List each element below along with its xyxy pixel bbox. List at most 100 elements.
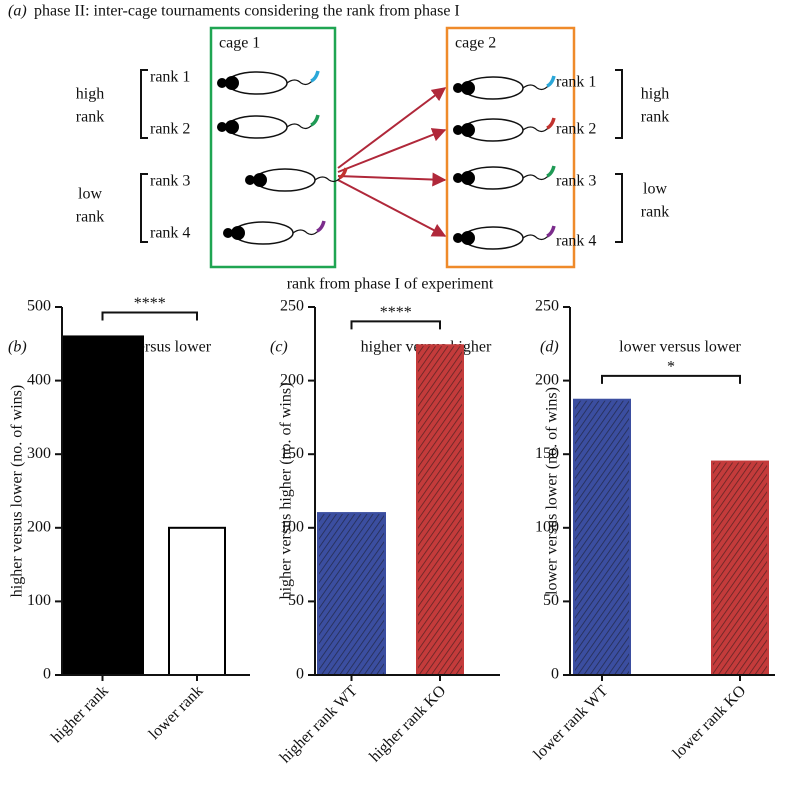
rank-label: rank 2	[150, 121, 190, 138]
mouse-tail	[286, 123, 314, 130]
y-tick-label: 100	[535, 518, 559, 535]
y-tick-label: 150	[535, 445, 559, 462]
panel-label: (a)	[8, 3, 27, 20]
mouse-tail-tip	[316, 220, 326, 233]
significance-bracket	[101, 311, 198, 321]
mouse-head	[223, 228, 233, 238]
significance-label: *	[667, 358, 675, 375]
mouse-tail	[286, 79, 314, 86]
cage-box	[209, 26, 337, 269]
y-tick-label: 250	[535, 298, 559, 315]
x-tick-label: higher rank	[48, 682, 112, 746]
mouse-head	[461, 171, 475, 185]
mouse-head	[217, 78, 227, 88]
mouse-tail	[292, 229, 320, 236]
mouse-tail-tip	[310, 114, 320, 127]
y-tick-label: 400	[27, 371, 51, 388]
mouse-tail-tip	[546, 75, 556, 88]
cage-label: cage 1	[219, 35, 260, 52]
group-label: high	[76, 86, 104, 103]
arrow	[337, 172, 447, 187]
mouse-head	[253, 173, 267, 187]
y-tick-label: 50	[288, 592, 304, 609]
panel-label: (c)	[270, 339, 288, 356]
significance-bracket	[350, 320, 441, 330]
bar	[168, 526, 226, 676]
group-label: low	[643, 181, 667, 198]
y-tick-label: 100	[27, 592, 51, 609]
y-tick-label: 250	[280, 298, 304, 315]
mouse-tail-tip	[310, 70, 320, 83]
mouse-head	[453, 125, 463, 135]
group-label: rank	[641, 109, 669, 126]
y-tick-label: 200	[535, 371, 559, 388]
x-tick-label: higher rank KO	[366, 682, 449, 765]
mouse-tail-tip	[546, 117, 556, 130]
y-tick-label: 500	[27, 298, 51, 315]
mouse-head	[461, 81, 475, 95]
rank-label: rank 2	[556, 121, 596, 138]
rank-label: rank 4	[556, 233, 596, 250]
y-axis-label: higher versus higher (no. of wins)	[278, 383, 295, 600]
significance-bracket	[601, 374, 741, 384]
significance-label: ****	[380, 304, 412, 321]
bracket	[615, 69, 623, 139]
mouse-head	[231, 226, 245, 240]
x-tick-label: higher rank WT	[277, 682, 361, 766]
rank-label: rank 3	[150, 173, 190, 190]
bar	[711, 460, 769, 676]
x-tick-label: lower rank WT	[530, 682, 611, 763]
y-tick-label: 50	[543, 592, 559, 609]
chart-title: lower versus lower	[619, 339, 741, 356]
mouse-head	[453, 233, 463, 243]
y-tick-label: 150	[280, 445, 304, 462]
arrow	[337, 179, 447, 237]
arrow	[337, 128, 447, 173]
bar	[573, 398, 631, 676]
y-tick-label: 200	[280, 371, 304, 388]
panel-label: (b)	[8, 339, 27, 356]
bar	[61, 335, 144, 676]
mouse-head	[461, 231, 475, 245]
mouse-head	[453, 173, 463, 183]
mouse-head	[245, 175, 255, 185]
group-label: rank	[76, 109, 104, 126]
mouse-tail	[314, 176, 342, 183]
arrow	[337, 87, 447, 169]
bracket	[140, 173, 148, 243]
mouse-head	[225, 76, 239, 90]
mouse-tail-tip	[338, 167, 348, 180]
group-label: rank	[76, 209, 104, 226]
bar	[317, 512, 386, 677]
cage-label: cage 2	[455, 35, 496, 52]
y-tick-label: 200	[27, 518, 51, 535]
x-tick-label: lower rank	[146, 682, 207, 743]
cage-box	[445, 26, 576, 269]
x-tick-label: lower rank KO	[670, 682, 750, 762]
y-tick-label: 0	[43, 666, 51, 683]
rank-label: rank 1	[556, 74, 596, 91]
mouse-head	[217, 122, 227, 132]
y-axis-label: higher versus lower (no. of wins)	[9, 385, 26, 597]
panel-label: (d)	[540, 339, 559, 356]
mouse-head	[461, 123, 475, 137]
rank-label: rank 3	[556, 173, 596, 190]
y-axis-label: lower versus lower (no. of wins)	[544, 387, 561, 595]
mouse-tail	[522, 234, 550, 241]
rank-label: rank 1	[150, 69, 190, 86]
bar	[416, 344, 464, 676]
mouse-tail	[522, 126, 550, 133]
mouse-tail	[522, 84, 550, 91]
y-tick-label: 0	[551, 666, 559, 683]
rank-label: rank 4	[150, 225, 190, 242]
mouse-tail-tip	[546, 225, 556, 238]
bracket	[615, 173, 623, 243]
significance-label: ****	[134, 295, 166, 312]
group-label: low	[78, 186, 102, 203]
mouse-head	[453, 83, 463, 93]
caption: rank from phase I of experiment	[287, 276, 494, 293]
group-label: high	[641, 86, 669, 103]
mouse-tail	[522, 174, 550, 181]
y-tick-label: 300	[27, 445, 51, 462]
